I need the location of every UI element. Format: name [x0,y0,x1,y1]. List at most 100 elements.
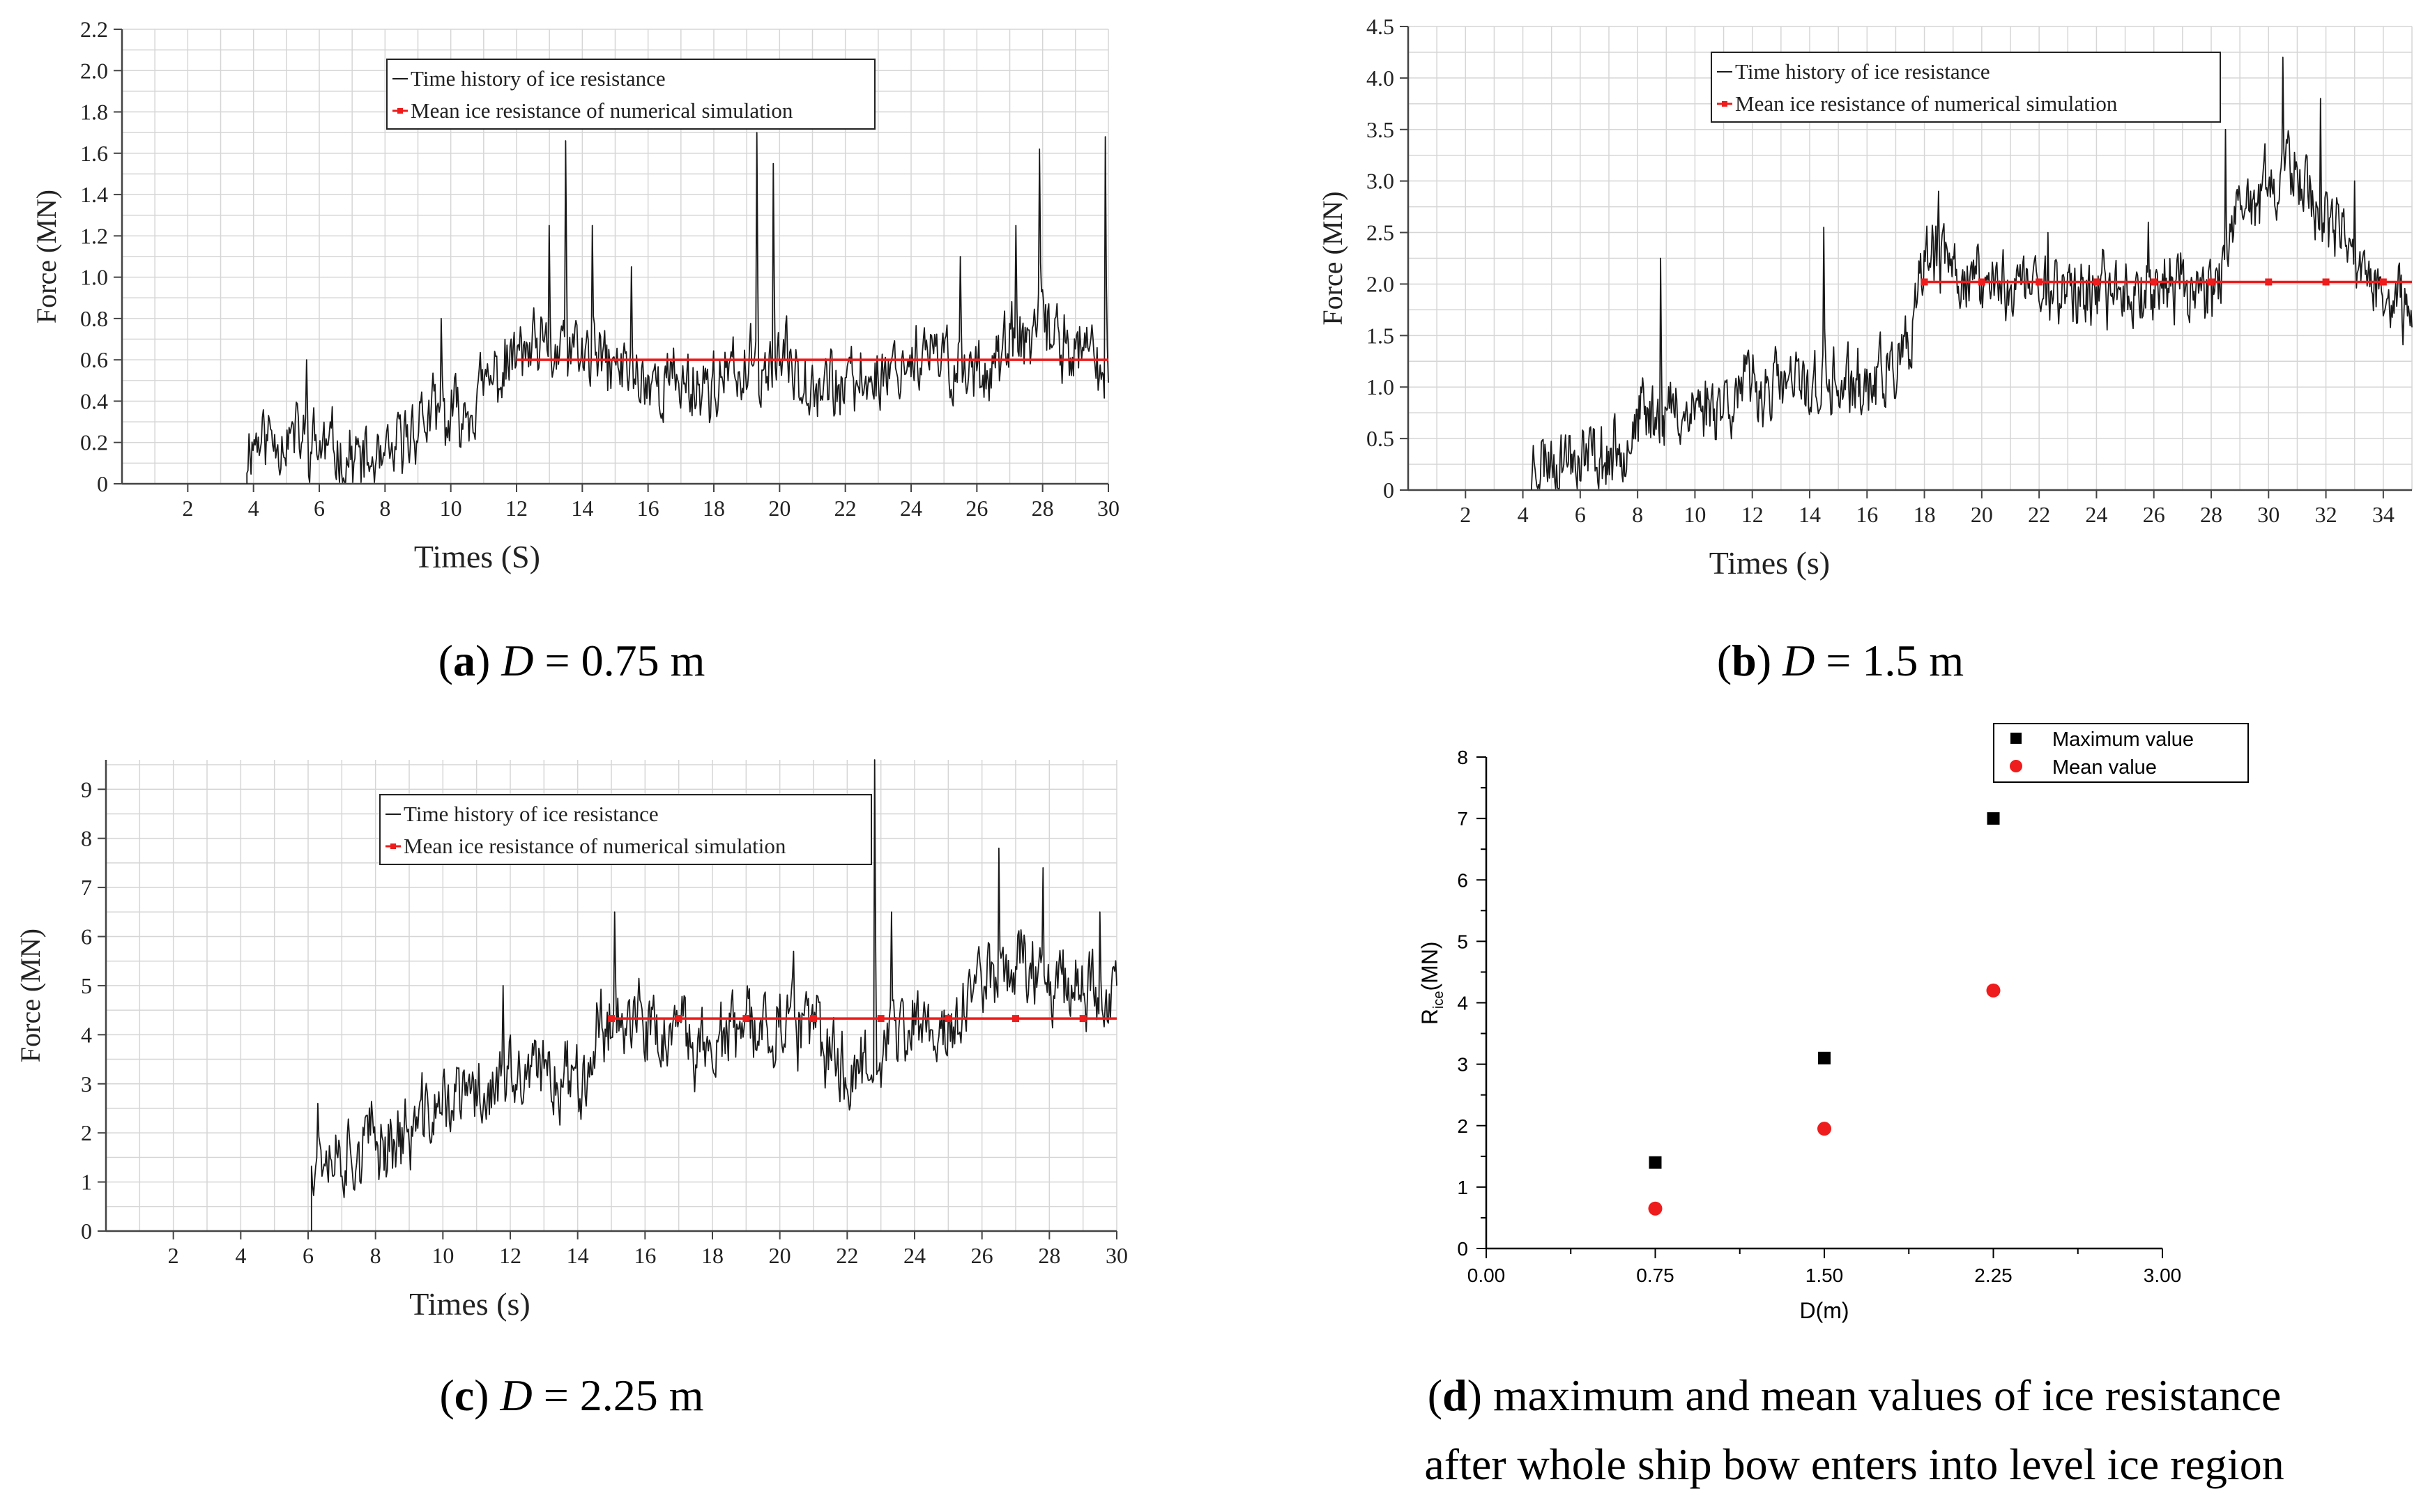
x-tick-label: 6 [303,1243,314,1268]
x-tick-label: 8 [370,1243,381,1268]
x-tick-label: 16 [637,496,659,521]
mean-marker [1012,1015,1019,1023]
caption-b-text: = 1.5 m [1815,636,1964,685]
x-tick-label: 18 [703,496,725,521]
chart-b-legend: Time history of ice resistance Mean ice r… [1711,52,2221,123]
chart-c-legend: Time history of ice resistance Mean ice r… [379,794,872,865]
x-tick-label: 30 [1106,1243,1128,1268]
mean-marker [742,1015,750,1023]
x-tick-label: 22 [836,1243,858,1268]
mean-value-point [1986,983,2001,998]
x-tick-label: 8 [379,496,390,521]
y-tick-label: 1.2 [80,223,108,248]
x-tick-label: 12 [505,496,528,521]
x-tick-label: 0.75 [1636,1265,1674,1286]
x-tick-label: 6 [314,496,325,521]
x-tick-label: 2.25 [1974,1265,2013,1286]
y-tick-label: 0 [1457,1238,1468,1260]
x-tick-label: 28 [2200,502,2222,527]
x-tick-label: 18 [1914,502,1936,527]
y-tick-label: 8 [1457,747,1468,768]
x-tick-label: 4 [235,1243,246,1268]
series-time-history [1531,56,2413,491]
panel-c: 2 4 6 8 10 12 14 16 18 20 22 24 26 28 30 0 1 2 3 4 5 6 7 8 9 Time… [0,739,1185,1324]
caption-a: (a) D = 0.75 m [438,636,705,685]
y-tick-label: 1.0 [1366,374,1394,399]
y-tick-label: 9 [81,777,92,802]
y-tick-label: 1 [1457,1177,1468,1198]
y-tick-label: 0.5 [1366,426,1394,451]
mean-marker [2208,278,2215,286]
mean-marker [2150,278,2158,286]
x-tick-label: 14 [567,1243,589,1268]
x-tick-label: 22 [834,496,857,521]
y-tick-label: 7 [1457,808,1468,830]
x-tick-label: 6 [1575,502,1586,527]
mean-marker [608,1015,615,1023]
x-tick-label: 18 [701,1243,724,1268]
x-tick-label: 26 [965,496,988,521]
legend-box [386,59,876,130]
y-tick-label: 7 [81,875,92,900]
max-value-point [1818,1051,1831,1064]
chart-b-grid [1407,26,2413,491]
x-tick-label: 12 [499,1243,521,1268]
series-time-history [310,759,1117,1232]
x-tick-label: 2 [182,496,193,521]
y-axis-label: Force (MN) [31,190,62,323]
x-tick-label: 24 [900,496,922,521]
x-tick-label: 20 [768,496,791,521]
chart-d-legend: Maximum value Mean value [1993,723,2249,783]
panel-b: 2 4 6 8 10 12 14 16 18 20 22 24 26 28 30 32 34 0 0.5 1.0 1.5… [1255,0,2428,600]
y-tick-label: 2 [81,1120,92,1145]
x-tick-label: 12 [1741,502,1764,527]
mean-marker [1978,278,1985,286]
x-tick-label: 26 [971,1243,993,1268]
y-tick-label: 1.8 [80,100,108,125]
chart-a-legend: Time history of ice resistance Mean ice r… [386,59,876,130]
x-tick-label: 14 [571,496,593,521]
y-tick-label: 1.0 [80,265,108,290]
x-tick-label: 0.00 [1467,1265,1506,1286]
y-tick-label: 6 [81,924,92,949]
y-axis-label: Force (MN) [1317,191,1348,325]
legend-max-marker [2010,733,2022,744]
max-value-point [1987,812,2000,825]
legend-label: Mean ice resistance of numerical simulat… [404,834,786,858]
x-tick-label: 28 [1038,1243,1060,1268]
y-tick-label: 3 [81,1071,92,1097]
mean-marker [2093,278,2100,286]
caption-c-text: = 2.25 m [532,1370,704,1420]
caption-b: (b) D = 1.5 m [1716,636,1964,685]
y-tick-label: 1.4 [80,182,108,207]
legend-label: Mean value [2052,756,2157,779]
y-tick-label: 1 [81,1170,92,1195]
x-axis-label: Times (S) [414,539,540,574]
legend-label: Mean ice resistance of numerical simulat… [411,98,793,123]
x-tick-label: 22 [2028,502,2050,527]
mean-marker [675,1015,682,1023]
mean-marker [2265,278,2273,286]
chart-d-svg: 0.00 0.75 1.50 2.25 3.00 0 1 2 3 4 5 6 7 8 D(m) Rice(MN… [1417,723,2249,1323]
y-tick-label: 0.2 [80,430,108,455]
caption-a-text: = 0.75 m [533,636,705,685]
legend-label: Maximum value [2052,728,2194,751]
legend-mean-marker [397,108,403,114]
y-axis-label: Rice(MN) [1417,941,1446,1025]
x-axis-label: D(m) [1799,1298,1849,1323]
x-tick-label: 24 [903,1243,926,1268]
x-tick-label: 34 [2372,502,2395,527]
legend-label: Time history of ice resistance [404,802,659,826]
caption-d: (d) maximum and mean values of ice resis… [1283,1361,2426,1499]
x-tick-label: 30 [2257,502,2280,527]
y-tick-label: 2.0 [1366,271,1394,296]
y-axis-label-unit: (MN) [1417,941,1442,991]
panel-a: 2 4 6 8 10 12 14 16 18 20 22 24 26 28 30 0 0.2 0.4 0.6 0.8 1… [0,0,1185,600]
x-tick-label: 20 [1971,502,1993,527]
y-tick-label: 0 [81,1219,92,1244]
y-tick-label: 5 [1457,931,1468,952]
y-axis-label-main: R [1417,1009,1442,1025]
caption-c-letter: c [454,1370,475,1420]
mean-marker [1079,1015,1087,1023]
legend-mean-marker [390,843,396,849]
